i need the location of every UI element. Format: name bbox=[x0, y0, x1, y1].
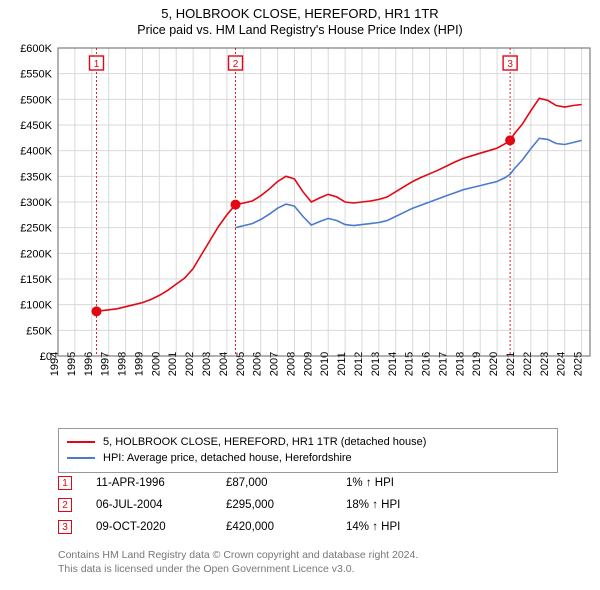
x-tick-label: 2020 bbox=[488, 352, 500, 376]
y-tick-label: £200K bbox=[20, 248, 52, 260]
sales-price: £87,000 bbox=[226, 477, 346, 489]
x-tick-label: 1997 bbox=[100, 352, 112, 376]
y-tick-label: £300K bbox=[20, 197, 52, 209]
chart-title: 5, HOLBROOK CLOSE, HEREFORD, HR1 1TR bbox=[0, 6, 600, 21]
x-tick-label: 1994 bbox=[49, 352, 61, 376]
x-tick-label: 1996 bbox=[83, 352, 95, 376]
sale-dot bbox=[92, 306, 102, 316]
y-tick-label: £400K bbox=[20, 146, 52, 158]
x-tick-label: 2021 bbox=[505, 352, 517, 376]
sales-badge: 1 bbox=[58, 476, 72, 490]
y-tick-label: £150K bbox=[20, 274, 52, 286]
legend-swatch bbox=[67, 457, 95, 459]
footer-line1: Contains HM Land Registry data © Crown c… bbox=[58, 548, 418, 562]
x-tick-label: 2005 bbox=[235, 352, 247, 376]
legend-label: 5, HOLBROOK CLOSE, HEREFORD, HR1 1TR (de… bbox=[103, 436, 426, 448]
x-tick-label: 2023 bbox=[539, 352, 551, 376]
y-tick-label: £600K bbox=[20, 43, 52, 55]
sales-row: 3 09-OCT-2020£420,00014% ↑ HPI bbox=[58, 516, 558, 538]
x-tick-label: 2016 bbox=[421, 352, 433, 376]
x-tick-label: 1999 bbox=[133, 352, 145, 376]
chart-subtitle: Price paid vs. HM Land Registry's House … bbox=[0, 23, 600, 37]
y-tick-label: £500K bbox=[20, 94, 52, 106]
chart-container: 5, HOLBROOK CLOSE, HEREFORD, HR1 1TR Pri… bbox=[0, 0, 600, 590]
x-tick-label: 2004 bbox=[218, 352, 230, 376]
sales-row: 2 06-JUL-2004£295,00018% ↑ HPI bbox=[58, 494, 558, 516]
x-tick-label: 2014 bbox=[387, 352, 399, 376]
chart-area: £0£50K£100K£150K£200K£250K£300K£350K£400… bbox=[0, 42, 600, 418]
x-tick-label: 2003 bbox=[201, 352, 213, 376]
y-tick-label: £50K bbox=[26, 325, 52, 337]
title-block: 5, HOLBROOK CLOSE, HEREFORD, HR1 1TR Pri… bbox=[0, 0, 600, 37]
x-tick-label: 2000 bbox=[150, 352, 162, 376]
legend-row: HPI: Average price, detached house, Here… bbox=[67, 450, 549, 466]
x-tick-label: 2025 bbox=[573, 352, 585, 376]
x-tick-label: 2024 bbox=[556, 352, 568, 376]
x-tick-label: 2017 bbox=[437, 352, 449, 376]
sales-date: 09-OCT-2020 bbox=[96, 521, 226, 533]
y-tick-label: £350K bbox=[20, 171, 52, 183]
x-tick-label: 2007 bbox=[269, 352, 281, 376]
x-tick-label: 2010 bbox=[319, 352, 331, 376]
y-tick-label: £450K bbox=[20, 120, 52, 132]
legend-label: HPI: Average price, detached house, Here… bbox=[103, 452, 352, 464]
sales-pct: 14% ↑ HPI bbox=[346, 521, 466, 533]
legend-swatch bbox=[67, 441, 95, 443]
sale-dot bbox=[505, 135, 515, 145]
y-tick-label: £100K bbox=[20, 300, 52, 312]
x-tick-label: 2006 bbox=[252, 352, 264, 376]
sale-badge-number: 2 bbox=[233, 59, 239, 70]
footer-attribution: Contains HM Land Registry data © Crown c… bbox=[58, 548, 418, 576]
sale-badge-number: 3 bbox=[507, 59, 513, 70]
sales-date: 11-APR-1996 bbox=[96, 477, 226, 489]
x-tick-label: 2018 bbox=[454, 352, 466, 376]
sales-date: 06-JUL-2004 bbox=[96, 499, 226, 511]
y-tick-label: £250K bbox=[20, 223, 52, 235]
sales-pct: 18% ↑ HPI bbox=[346, 499, 466, 511]
sales-pct: 1% ↑ HPI bbox=[346, 477, 466, 489]
x-tick-label: 2001 bbox=[167, 352, 179, 376]
sale-dot bbox=[231, 200, 241, 210]
sales-badge: 2 bbox=[58, 498, 72, 512]
chart-svg: £0£50K£100K£150K£200K£250K£300K£350K£400… bbox=[0, 42, 600, 418]
legend-row: 5, HOLBROOK CLOSE, HEREFORD, HR1 1TR (de… bbox=[67, 434, 549, 450]
sales-table: 1 11-APR-1996£87,0001% ↑ HPI 2 06-JUL-2004£… bbox=[58, 472, 558, 538]
legend-box: 5, HOLBROOK CLOSE, HEREFORD, HR1 1TR (de… bbox=[58, 428, 558, 473]
x-tick-label: 2022 bbox=[522, 352, 534, 376]
x-tick-label: 1998 bbox=[117, 352, 129, 376]
x-tick-label: 2019 bbox=[471, 352, 483, 376]
sales-price: £295,000 bbox=[226, 499, 346, 511]
sale-badge-number: 1 bbox=[94, 59, 100, 70]
x-tick-label: 2008 bbox=[285, 352, 297, 376]
x-tick-label: 2002 bbox=[184, 352, 196, 376]
x-tick-label: 2009 bbox=[302, 352, 314, 376]
x-tick-label: 2015 bbox=[404, 352, 416, 376]
x-tick-label: 2013 bbox=[370, 352, 382, 376]
footer-line2: This data is licensed under the Open Gov… bbox=[58, 562, 418, 576]
x-tick-label: 2012 bbox=[353, 352, 365, 376]
series-hpi bbox=[236, 138, 582, 227]
y-tick-label: £550K bbox=[20, 69, 52, 81]
x-tick-label: 1995 bbox=[66, 352, 78, 376]
sales-badge: 3 bbox=[58, 520, 72, 534]
sales-price: £420,000 bbox=[226, 521, 346, 533]
sales-row: 1 11-APR-1996£87,0001% ↑ HPI bbox=[58, 472, 558, 494]
